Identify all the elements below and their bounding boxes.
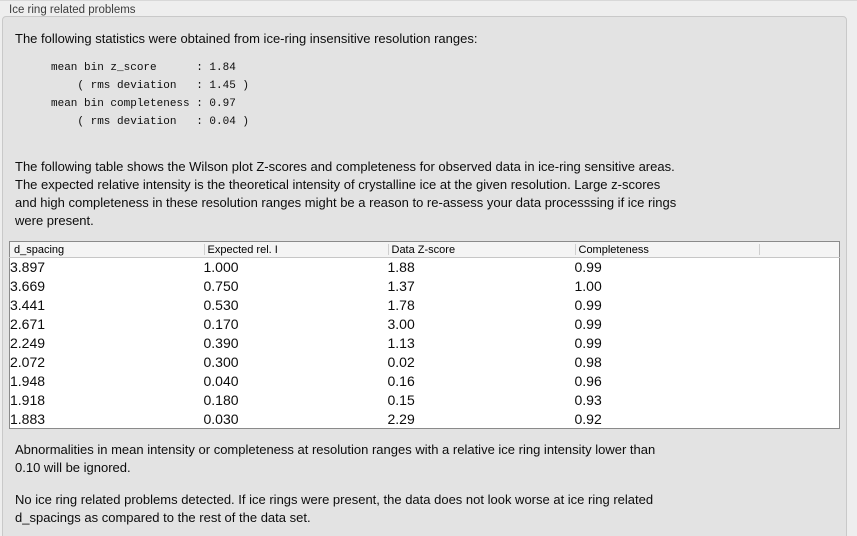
- table-row[interactable]: 2.671 0.170 3.00 0.99: [10, 315, 840, 334]
- cell-d-spacing: 2.249: [10, 335, 46, 351]
- cell-completeness: 0.92: [574, 410, 602, 427]
- cell-expected-rel-i: 0.390: [203, 335, 239, 351]
- cell-d-spacing: 2.671: [10, 316, 46, 332]
- cell-d-spacing: 1.948: [10, 373, 46, 389]
- conclusion-text: No ice ring related problems detected. I…: [15, 491, 834, 527]
- description-line: and high completeness in these resolutio…: [15, 195, 677, 210]
- cell-expected-rel-i: 0.040: [203, 373, 239, 389]
- column-header-empty: [758, 241, 840, 258]
- conclusion-line: d_spacings as compared to the rest of th…: [15, 510, 311, 525]
- cell-data-z-score: 1.78: [387, 297, 415, 313]
- stats-line: ( rms deviation : 0.04 ): [51, 116, 250, 128]
- table-row[interactable]: 2.249 0.390 1.13 0.99: [10, 334, 840, 353]
- table-row[interactable]: 1.948 0.040 0.16 0.96: [10, 372, 840, 391]
- cell-expected-rel-i: 0.750: [203, 278, 239, 294]
- ice-ring-group-box: The following statistics were obtained f…: [2, 16, 847, 536]
- cell-data-z-score: 0.16: [387, 373, 415, 389]
- description-line: The following table shows the Wilson plo…: [15, 159, 675, 174]
- cell-expected-rel-i: 1.000: [203, 259, 239, 276]
- stats-line: mean bin completeness : 0.97: [51, 98, 236, 110]
- cell-expected-rel-i: 0.300: [203, 354, 239, 370]
- ice-ring-table-container: d_spacing Expected rel. I Data Z-score C…: [9, 241, 846, 429]
- table-row[interactable]: 3.669 0.750 1.37 1.00: [10, 277, 840, 296]
- cell-data-z-score: 2.29: [387, 410, 415, 427]
- table-row[interactable]: 3.897 1.000 1.88 0.99: [10, 258, 840, 277]
- table-row[interactable]: 1.883 0.030 2.29 0.92: [10, 410, 840, 429]
- table-row[interactable]: 1.918 0.180 0.15 0.93: [10, 391, 840, 410]
- cell-completeness: 0.99: [574, 297, 602, 313]
- cell-d-spacing: 1.883: [10, 410, 46, 427]
- ignore-note-line: Abnormalities in mean intensity or compl…: [15, 442, 656, 457]
- column-header-data-z-score[interactable]: Data Z-score: [387, 241, 575, 258]
- cell-completeness: 0.99: [574, 335, 602, 351]
- cell-d-spacing: 3.441: [10, 297, 46, 313]
- cell-completeness: 0.99: [574, 316, 602, 332]
- column-header-expected-rel-i[interactable]: Expected rel. I: [203, 241, 388, 258]
- ice-ring-table: d_spacing Expected rel. I Data Z-score C…: [9, 241, 840, 429]
- stats-line: mean bin z_score : 1.84: [51, 62, 236, 74]
- column-header-d-spacing[interactable]: d_spacing: [9, 241, 204, 258]
- cell-d-spacing: 2.072: [10, 354, 46, 370]
- cell-data-z-score: 1.13: [387, 335, 415, 351]
- ignore-note-line: 0.10 will be ignored.: [15, 460, 131, 475]
- column-header-completeness[interactable]: Completeness: [574, 241, 759, 258]
- cell-data-z-score: 1.88: [387, 259, 415, 276]
- cell-d-spacing: 3.897: [10, 259, 46, 276]
- cell-completeness: 0.93: [574, 392, 602, 408]
- table-header-row: d_spacing Expected rel. I Data Z-score C…: [9, 241, 840, 258]
- cell-data-z-score: 0.02: [387, 354, 415, 370]
- cell-data-z-score: 0.15: [387, 392, 415, 408]
- stats-block: mean bin z_score : 1.84 ( rms deviation …: [51, 59, 846, 131]
- cell-data-z-score: 1.37: [387, 278, 415, 294]
- cell-expected-rel-i: 0.170: [203, 316, 239, 332]
- table-row[interactable]: 3.441 0.530 1.78 0.99: [10, 296, 840, 315]
- cell-d-spacing: 3.669: [10, 278, 46, 294]
- description-line: were present.: [15, 213, 94, 228]
- description-line: The expected relative intensity is the t…: [15, 177, 661, 192]
- cell-expected-rel-i: 0.030: [203, 410, 239, 427]
- table-description-text: The following table shows the Wilson plo…: [15, 158, 834, 230]
- cell-expected-rel-i: 0.180: [203, 392, 239, 408]
- cell-completeness: 0.98: [574, 354, 602, 370]
- cell-expected-rel-i: 0.530: [203, 297, 239, 313]
- conclusion-line: No ice ring related problems detected. I…: [15, 492, 654, 507]
- ignore-note-text: Abnormalities in mean intensity or compl…: [15, 441, 834, 477]
- cell-d-spacing: 1.918: [10, 392, 46, 408]
- cell-data-z-score: 3.00: [387, 316, 415, 332]
- table-row[interactable]: 2.072 0.300 0.02 0.98: [10, 353, 840, 372]
- cell-completeness: 1.00: [574, 278, 602, 294]
- cell-completeness: 0.96: [574, 373, 602, 389]
- panel-title: Ice ring related problems: [9, 4, 136, 16]
- stats-intro-text: The following statistics were obtained f…: [15, 31, 478, 46]
- stats-line: ( rms deviation : 1.45 ): [51, 80, 250, 92]
- cell-completeness: 0.99: [574, 259, 602, 276]
